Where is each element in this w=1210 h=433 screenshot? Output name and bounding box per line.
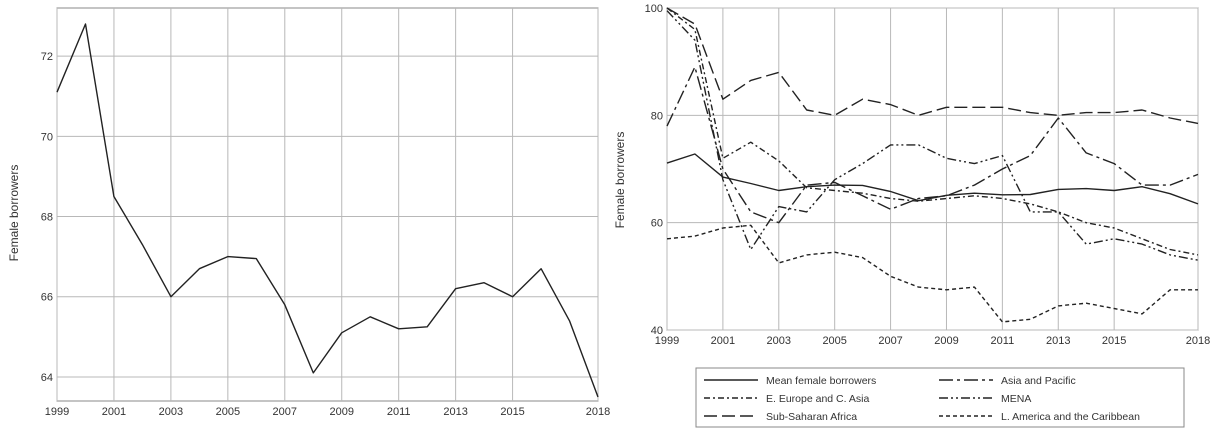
series-lines: [666, 7, 1199, 323]
legend-label: L. America and the Caribbean: [1001, 411, 1140, 423]
x-tick-label: 1999: [655, 335, 679, 347]
series-line-l-america-and-the-caribbean: [666, 224, 1198, 323]
x-tick-label: 2003: [767, 335, 791, 347]
y-axis-label: Female borrowers: [7, 165, 21, 262]
series-line-e-europe-and-c-asia: [666, 7, 1199, 256]
y-tick-label: 40: [651, 325, 663, 337]
chart-right: 1999 2001 2003 2005 2007 2009 2011 2013 2015 2018…: [613, 3, 1210, 428]
series-line-mena: [666, 10, 1199, 261]
x-tick-label: 1999: [45, 406, 69, 418]
y-tick-label: 80: [651, 110, 663, 122]
y-axis-label: Female borrowers: [613, 132, 627, 229]
x-tick-label: 2018: [586, 406, 610, 418]
x-tick-label: 2015: [500, 406, 524, 418]
series-line-sub-saharan-africa: [666, 7, 1199, 125]
y-tick-label: 70: [41, 131, 53, 143]
y-tick-label: 68: [41, 212, 53, 224]
x-tick-label: 2007: [273, 406, 297, 418]
gridlines: [56, 7, 599, 402]
x-tick-label: 2009: [329, 406, 353, 418]
legend-label: MENA: [1001, 393, 1031, 405]
x-tick-label: 2011: [991, 335, 1015, 347]
chart-left: 1999 2001 2003 2005 2007 2009 2011 2013 2015 2018…: [7, 7, 610, 418]
x-tick-label: 2018: [1186, 335, 1210, 347]
legend-label: Mean female borrowers: [766, 375, 876, 387]
tick-labels: 1999 2001 2003 2005 2007 2009 2011 2013 2015 2018…: [645, 3, 1210, 347]
x-tick-label: 2013: [1046, 335, 1070, 347]
x-tick-label: 2005: [216, 406, 240, 418]
series-line-asia-and-pacific: [666, 66, 1199, 224]
legend-label: Sub-Saharan Africa: [766, 411, 857, 423]
gridlines: [666, 7, 1199, 331]
x-tick-label: 2003: [159, 406, 183, 418]
y-tick-label: 64: [41, 372, 53, 384]
legend-label: E. Europe and C. Asia: [766, 393, 869, 405]
series-lines: [56, 23, 599, 398]
x-tick-label: 2015: [1102, 335, 1126, 347]
y-tick-label: 66: [41, 292, 53, 304]
y-tick-label: 60: [651, 218, 663, 230]
plot-frame: [666, 7, 1199, 331]
x-tick-label: 2011: [387, 406, 411, 418]
x-tick-label: 2007: [878, 335, 902, 347]
y-tick-label: 100: [645, 3, 663, 15]
x-tick-label: 2005: [822, 335, 846, 347]
y-tick-label: 72: [41, 51, 53, 63]
x-tick-label: 2001: [711, 335, 735, 347]
x-tick-label: 2013: [443, 406, 467, 418]
series-line-main: [56, 23, 599, 398]
legend: Mean female borrowers Asia and Pacific E. …: [695, 367, 1185, 428]
legend-label: Asia and Pacific: [1001, 375, 1076, 387]
series-line-mean-female-borrowers: [666, 153, 1199, 205]
x-tick-label: 2009: [934, 335, 958, 347]
plot-frame: [56, 7, 599, 402]
tick-labels: 1999 2001 2003 2005 2007 2009 2011 2013 2015 2018…: [41, 51, 610, 418]
x-tick-label: 2001: [102, 406, 126, 418]
